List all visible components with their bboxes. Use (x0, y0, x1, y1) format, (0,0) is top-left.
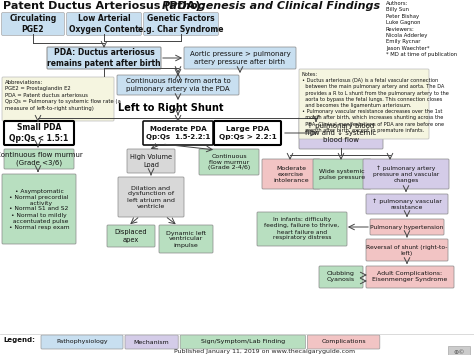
FancyBboxPatch shape (366, 239, 448, 261)
Text: Mechanism: Mechanism (134, 339, 170, 344)
Text: Continuous flow from aorta to
pulmonary artery via the PDA: Continuous flow from aorta to pulmonary … (126, 78, 230, 92)
Text: PDA: Ductus arteriosus
remains patent after birth: PDA: Ductus arteriosus remains patent af… (47, 48, 161, 68)
FancyBboxPatch shape (144, 12, 219, 36)
FancyBboxPatch shape (180, 335, 305, 349)
Text: Moderate PDA
Qp:Qs  1.5-2.2:1: Moderate PDA Qp:Qs 1.5-2.2:1 (146, 126, 210, 140)
FancyBboxPatch shape (299, 69, 429, 139)
Text: Clubbing
Cyanosis: Clubbing Cyanosis (327, 272, 355, 283)
FancyBboxPatch shape (363, 159, 449, 189)
Text: Complications: Complications (321, 339, 366, 344)
Text: Circulating
PGE2: Circulating PGE2 (9, 14, 56, 34)
FancyBboxPatch shape (159, 225, 213, 253)
FancyBboxPatch shape (319, 266, 363, 288)
Text: Continuous flow murmur
(Grade <3/6): Continuous flow murmur (Grade <3/6) (0, 152, 82, 166)
Text: In infants: difficulty
feeding, failure to thrive,
heart failure and
respiratory: In infants: difficulty feeding, failure … (264, 218, 339, 240)
FancyBboxPatch shape (199, 149, 259, 175)
FancyBboxPatch shape (2, 174, 76, 244)
FancyBboxPatch shape (4, 149, 74, 169)
Text: Dilation and
dysfunction of
left atrium and
ventricle: Dilation and dysfunction of left atrium … (127, 186, 175, 208)
Text: Wide systemic
pulse pressure: Wide systemic pulse pressure (319, 169, 365, 180)
FancyBboxPatch shape (262, 159, 320, 189)
Text: Low Arterial
Oxygen Content: Low Arterial Oxygen Content (69, 14, 139, 34)
Text: ⊕©: ⊕© (453, 350, 465, 355)
FancyBboxPatch shape (127, 149, 175, 173)
Text: ↑ pulmonary artery
pressure and vascular
changes: ↑ pulmonary artery pressure and vascular… (373, 165, 439, 183)
Text: High Volume
Load: High Volume Load (130, 154, 172, 168)
Text: ↑ pulmonary blood
flow and ↓ systemic
blood flow: ↑ pulmonary blood flow and ↓ systemic bl… (305, 122, 377, 143)
FancyBboxPatch shape (1, 12, 64, 36)
Text: Abbreviations:
PGE2 = Prostaglandin E2
PDA = Patent ductus arteriosus
Qp:Qs = Pu: Abbreviations: PGE2 = Prostaglandin E2 P… (5, 80, 121, 111)
Text: Sign/Symptom/Lab Finding: Sign/Symptom/Lab Finding (201, 339, 285, 344)
Text: Pulmonary hypertension: Pulmonary hypertension (370, 224, 444, 229)
FancyBboxPatch shape (313, 159, 371, 189)
Text: Left to Right Shunt: Left to Right Shunt (118, 103, 224, 113)
Text: Continuous
flow murmur
(Grade 2-4/6): Continuous flow murmur (Grade 2-4/6) (208, 153, 250, 170)
FancyBboxPatch shape (366, 266, 454, 288)
Text: Genetic Factors
e.g. Char Syndrome: Genetic Factors e.g. Char Syndrome (138, 14, 224, 34)
Text: Aortic pressure > pulmonary
artery pressure after birth: Aortic pressure > pulmonary artery press… (190, 51, 291, 65)
Text: Adult Complications:
Eisenmenger Syndrome: Adult Complications: Eisenmenger Syndrom… (373, 272, 447, 283)
Text: Reversal of shunt (right-to-
left): Reversal of shunt (right-to- left) (366, 245, 447, 256)
FancyBboxPatch shape (299, 117, 383, 149)
FancyBboxPatch shape (366, 194, 448, 214)
Text: Displaced
apex: Displaced apex (115, 229, 147, 242)
FancyBboxPatch shape (308, 335, 380, 349)
FancyBboxPatch shape (125, 335, 178, 349)
Text: Pathophysiology: Pathophysiology (56, 339, 108, 344)
Text: Notes:
• Ductus arteriosus (DA) is a fetal vascular connection
  between the mai: Notes: • Ductus arteriosus (DA) is a fet… (302, 72, 449, 133)
FancyBboxPatch shape (370, 219, 444, 235)
Text: Small PDA
Qp:Qs < 1.5:1: Small PDA Qp:Qs < 1.5:1 (9, 123, 69, 143)
Text: Patent Ductus Arteriosus (PDA):: Patent Ductus Arteriosus (PDA): (3, 1, 209, 11)
Text: Large PDA
Qp:Qs > 2.2:1: Large PDA Qp:Qs > 2.2:1 (219, 126, 276, 140)
FancyBboxPatch shape (107, 225, 155, 247)
FancyBboxPatch shape (118, 177, 184, 217)
Text: Dynamic left
ventricular
impulse: Dynamic left ventricular impulse (166, 230, 206, 247)
FancyBboxPatch shape (47, 47, 161, 69)
Text: Authors:
Billy Sun
Peter Bishay
Luke Gagnon
Reviewers:
Nicola Adderley
Emily Ryc: Authors: Billy Sun Peter Bishay Luke Gag… (386, 1, 457, 57)
FancyBboxPatch shape (143, 121, 213, 145)
FancyBboxPatch shape (41, 335, 123, 349)
FancyBboxPatch shape (66, 12, 142, 36)
Text: Pathogenesis and Clinical Findings: Pathogenesis and Clinical Findings (162, 1, 380, 11)
FancyBboxPatch shape (214, 121, 281, 145)
Text: Published January 11, 2019 on www.thecalgaryguide.com: Published January 11, 2019 on www.thecal… (174, 349, 355, 354)
FancyBboxPatch shape (184, 47, 296, 69)
FancyBboxPatch shape (448, 346, 470, 355)
Text: Legend:: Legend: (3, 337, 35, 343)
FancyBboxPatch shape (257, 212, 347, 246)
Text: Moderate
exercise
intolerance: Moderate exercise intolerance (273, 165, 309, 182)
FancyBboxPatch shape (4, 121, 74, 145)
Text: • Asymptomatic
• Normal precordial
  activity
• Normal S1 and S2
• Normal to mil: • Asymptomatic • Normal precordial activ… (9, 189, 69, 229)
Text: ↑ pulmonary vascular
resistance: ↑ pulmonary vascular resistance (372, 198, 442, 210)
FancyBboxPatch shape (2, 77, 114, 121)
FancyBboxPatch shape (117, 75, 239, 95)
